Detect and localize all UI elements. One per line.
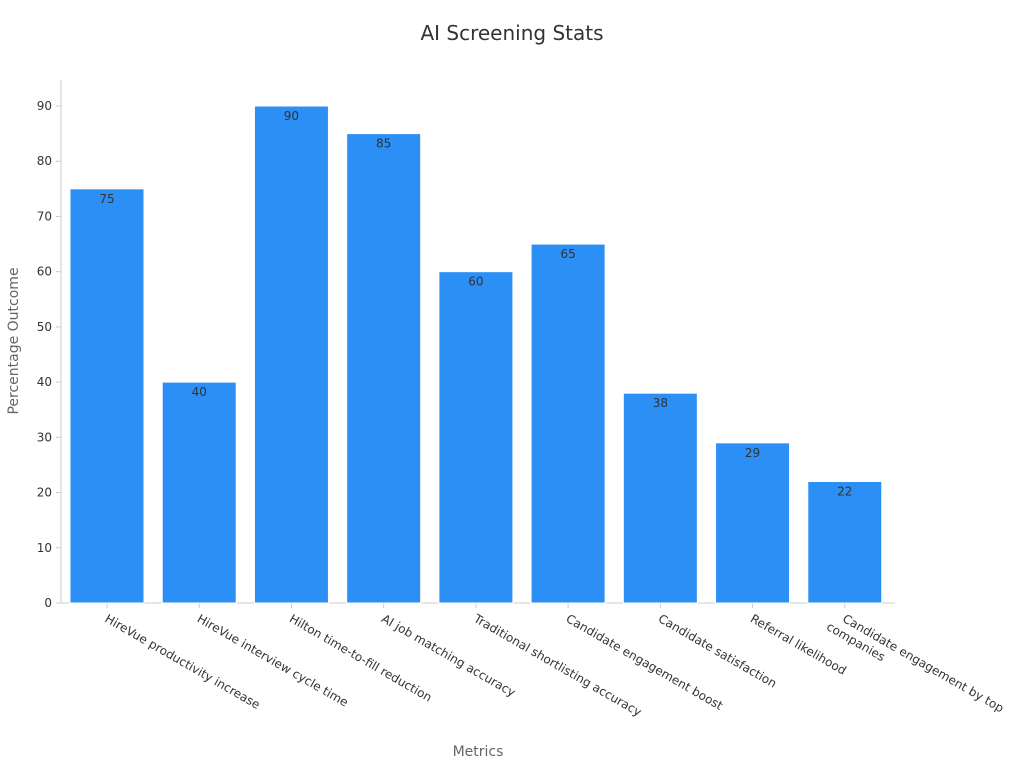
bar: [807, 481, 883, 604]
bars-group: [69, 105, 883, 604]
y-tick-label: 40: [37, 375, 52, 389]
y-tick-label: 20: [37, 486, 52, 500]
bar: [346, 133, 422, 604]
bar: [715, 442, 791, 604]
bar: [161, 381, 237, 604]
bar-value-label: 38: [653, 396, 668, 410]
y-axis-title: Percentage Outcome: [6, 267, 22, 414]
x-axis-title: Metrics: [453, 744, 504, 760]
bar: [530, 243, 606, 604]
x-tick-label-line: Candidate engagement by top: [840, 611, 1006, 715]
bar-value-label: 90: [284, 109, 299, 123]
x-tick-label: HireVue productivity increase: [103, 611, 263, 711]
x-tick-label-line: HireVue interview cycle time: [195, 611, 351, 709]
bar: [69, 188, 145, 604]
y-tick-label: 60: [37, 265, 52, 279]
x-tick-label-line: HireVue productivity increase: [103, 611, 263, 711]
chart-title: AI Screening Stats: [420, 21, 603, 45]
y-tick-label: 80: [37, 154, 52, 168]
y-tick-label: 90: [37, 99, 52, 113]
bar: [253, 105, 329, 604]
y-tick-label: 70: [37, 209, 52, 223]
x-tick-label: Traditional shortlisting accuracy: [471, 611, 645, 719]
x-tick-label: Candidate engagement boost: [564, 611, 726, 713]
x-tick-label-line: Candidate engagement boost: [564, 611, 726, 713]
bar-value-label: 65: [560, 247, 575, 261]
x-tick-label-line: Traditional shortlisting accuracy: [471, 611, 645, 719]
bar: [622, 392, 698, 604]
bar-value-label: 29: [745, 446, 760, 460]
bar-value-label: 60: [468, 275, 483, 289]
bar-value-label: 22: [837, 485, 852, 499]
bar-value-label: 40: [192, 385, 207, 399]
x-tick-label: HireVue interview cycle time: [195, 611, 351, 709]
bar-value-label: 85: [376, 137, 391, 151]
y-axis: 0 10 20 30 40 50 60 70 80 90: [37, 80, 62, 610]
bar: [438, 271, 514, 604]
y-tick-label: 50: [37, 320, 52, 334]
bar-value-label: 75: [99, 192, 114, 206]
x-tick-label: Candidate engagement by topcompanies: [824, 606, 1006, 728]
data-labels-group: 75 40 90 85 60 65 38 29 22: [99, 109, 852, 499]
y-tick-label: 30: [37, 430, 52, 444]
y-tick-label: 10: [37, 541, 52, 555]
y-tick-label: 0: [44, 596, 52, 610]
